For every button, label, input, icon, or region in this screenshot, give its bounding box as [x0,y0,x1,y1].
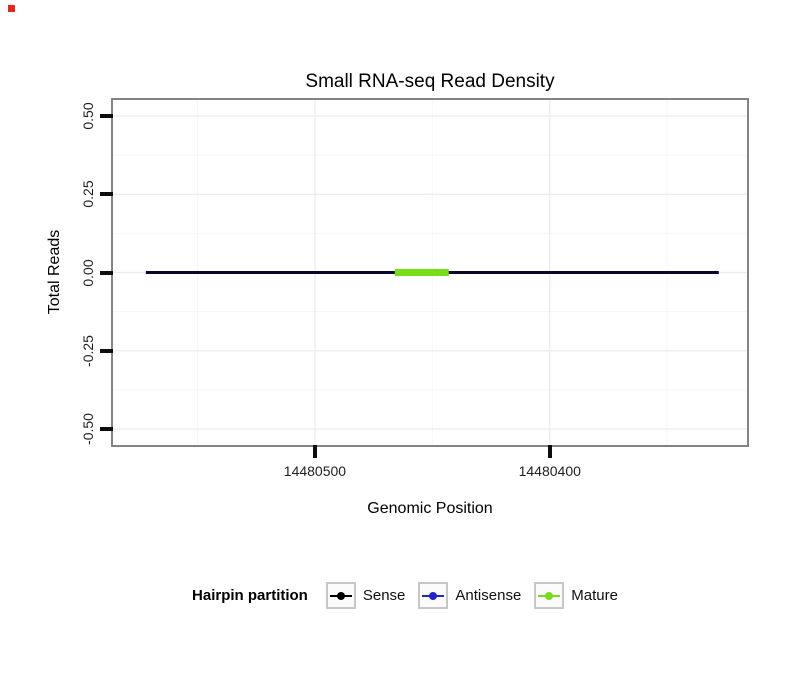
legend-key-point [429,591,438,600]
y-tick-mark [100,427,113,431]
y-tick-label: -0.50 [80,413,96,445]
y-tick-label: 0.50 [80,102,96,130]
x-tick-label: 14480500 [283,463,347,479]
legend-key-mature [534,582,565,609]
plot-canvas [113,100,747,445]
y-axis-title: Total Reads [46,229,63,315]
legend-item-mature: Mature [534,582,618,609]
corner-red-marker [8,5,15,12]
y-tick-mark [100,192,113,197]
legend-label-mature: Mature [571,587,618,604]
legend-key-sense [325,582,356,609]
plot-panel [113,100,747,445]
legend-item-sense: Sense [325,582,406,609]
y-tick-mark [100,114,113,118]
x-axis-title: Genomic Position [367,500,493,517]
legend-key-antisense [418,582,449,609]
x-tick-mark [547,445,552,458]
legend: Hairpin partition Sense Antisense Mature [0,582,810,609]
legend-key-point [545,591,554,600]
legend-item-antisense: Antisense [418,582,521,609]
chart-title: Small RNA-seq Read Density [305,71,555,92]
y-tick-mark [100,348,113,353]
x-tick-label: 14480400 [518,463,581,479]
legend-label-sense: Sense [362,587,406,604]
y-tick-mark [100,270,113,275]
y-tick-label: -0.25 [80,334,96,367]
minor-gridlines [113,100,747,445]
legend-label-antisense: Antisense [455,587,522,604]
y-tick-label: 0.25 [80,180,96,208]
legend-key-point [336,591,345,600]
x-tick-mark [312,445,317,458]
legend-title: Hairpin partition [192,587,308,604]
y-tick-label: 0.00 [80,258,96,287]
